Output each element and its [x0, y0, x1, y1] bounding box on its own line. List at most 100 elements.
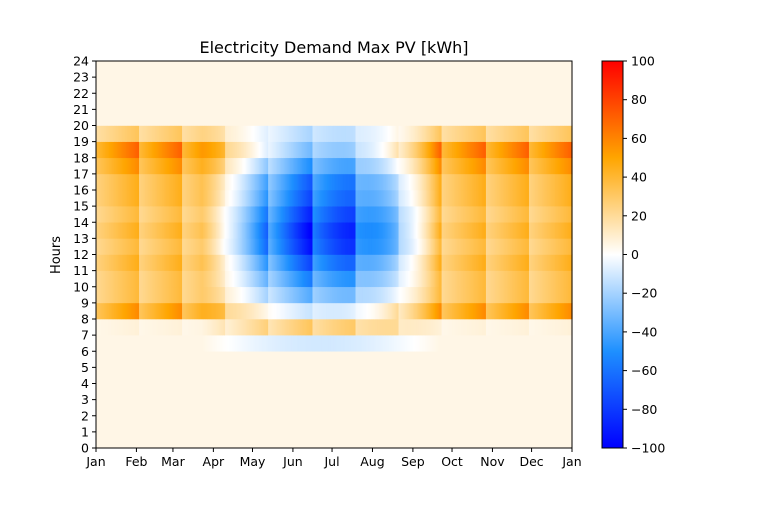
heatmap-cell — [225, 157, 228, 175]
heatmap-cell — [185, 286, 188, 304]
heatmap-cell — [201, 93, 204, 110]
heatmap-cell — [212, 109, 214, 126]
heatmap-cell — [325, 319, 328, 336]
heatmap-cell — [251, 157, 254, 175]
heatmap-cell — [322, 351, 325, 368]
heatmap-cell — [299, 125, 302, 142]
heatmap-cell — [142, 319, 145, 336]
heatmap-cell — [145, 222, 148, 239]
heatmap-cell — [317, 254, 320, 271]
heatmap-cell — [341, 109, 344, 126]
heatmap-cell — [317, 61, 320, 78]
heatmap-cell — [351, 335, 354, 352]
heatmap-cell — [221, 190, 224, 207]
heatmap-cell — [146, 415, 149, 433]
heatmap-cell — [225, 351, 228, 368]
heatmap-cell — [170, 399, 173, 417]
heatmap-cell — [125, 93, 128, 110]
heatmap-cell — [354, 286, 357, 304]
heatmap-cell — [122, 270, 124, 288]
heatmap-cell — [218, 367, 221, 384]
heatmap-cell — [304, 206, 307, 223]
heatmap-cell — [350, 367, 353, 384]
heatmap-cell — [279, 302, 282, 320]
heatmap-cell — [179, 141, 182, 159]
heatmap-cell — [157, 173, 160, 191]
heatmap-cell — [341, 254, 344, 271]
heatmap-cell — [120, 190, 123, 207]
heatmap-cell — [114, 109, 117, 126]
heatmap-cell — [176, 77, 179, 94]
heatmap-cell — [245, 254, 248, 271]
heatmap-cell — [352, 351, 355, 368]
heatmap-cell — [358, 286, 361, 304]
heatmap-cell — [139, 351, 141, 368]
heatmap-cell — [180, 77, 183, 94]
heatmap-cell — [315, 125, 317, 142]
heatmap-cell — [358, 431, 361, 449]
heatmap-cell — [290, 319, 293, 336]
heatmap-cell — [219, 61, 222, 78]
heatmap-cell — [107, 61, 110, 78]
heatmap-cell — [115, 254, 118, 271]
heatmap-cell — [128, 415, 131, 433]
heatmap-cell — [144, 141, 147, 159]
heatmap-cell — [222, 431, 225, 449]
heatmap-cell — [330, 319, 333, 336]
heatmap-cell — [119, 61, 122, 78]
heatmap-cell — [367, 431, 370, 449]
heatmap-cell — [279, 61, 282, 78]
heatmap-cell — [175, 270, 178, 288]
heatmap-cell — [325, 222, 328, 239]
heatmap-cell — [285, 302, 287, 320]
heatmap-cell — [324, 319, 327, 336]
heatmap-cell — [287, 109, 290, 126]
heatmap-cell — [103, 319, 106, 336]
heatmap-cell — [183, 77, 186, 94]
heatmap-cell — [260, 109, 263, 126]
heatmap-cell — [287, 351, 290, 368]
heatmap-cell — [114, 254, 117, 271]
heatmap-cell — [229, 141, 231, 159]
heatmap-cell — [115, 125, 118, 142]
heatmap-cell — [116, 367, 119, 384]
heatmap-cell — [161, 190, 164, 207]
heatmap-cell — [358, 206, 361, 223]
heatmap-cell — [307, 431, 310, 449]
heatmap-cell — [196, 190, 199, 207]
heatmap-cell — [202, 319, 205, 336]
heatmap-cell — [132, 319, 135, 336]
heatmap-cell — [131, 141, 134, 159]
heatmap-cell — [342, 351, 345, 368]
heatmap-cell — [127, 141, 130, 159]
heatmap-cell — [137, 367, 140, 384]
heatmap-cell — [189, 431, 192, 449]
heatmap-cell — [227, 367, 230, 384]
heatmap-cell — [123, 125, 126, 142]
heatmap-cell — [289, 270, 291, 288]
heatmap-cell — [215, 206, 218, 223]
heatmap-cell — [212, 319, 214, 336]
heatmap-cell — [142, 109, 145, 126]
heatmap-cell — [200, 157, 203, 175]
heatmap-cell — [166, 319, 169, 336]
heatmap-cell — [272, 93, 274, 110]
heatmap-cell — [101, 93, 104, 110]
heatmap-cell — [350, 125, 353, 142]
heatmap-cell — [102, 431, 105, 449]
heatmap-cell — [287, 399, 290, 417]
heatmap-cell — [149, 238, 152, 255]
heatmap-cell — [346, 351, 349, 368]
heatmap-cell — [356, 302, 359, 320]
heatmap-cell — [144, 125, 147, 142]
heatmap-cell — [218, 173, 221, 191]
heatmap-cell — [243, 222, 246, 239]
heatmap-cell — [136, 399, 139, 417]
heatmap-cell — [106, 93, 109, 110]
heatmap-cell — [362, 351, 364, 368]
heatmap-cell — [321, 286, 324, 304]
heatmap-cell — [150, 173, 153, 191]
heatmap-cell — [105, 190, 108, 207]
heatmap-cell — [208, 431, 211, 449]
heatmap-cell — [251, 302, 254, 320]
